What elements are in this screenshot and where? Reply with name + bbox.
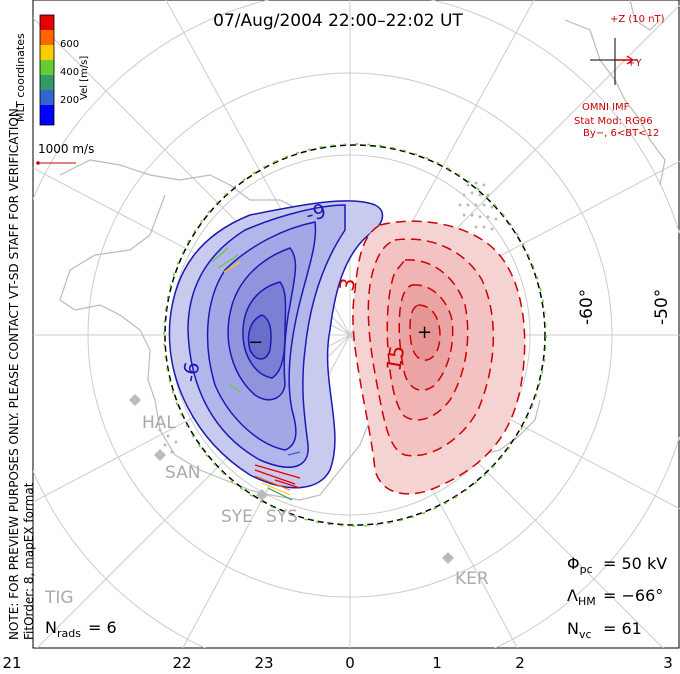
station-sye: SYE — [221, 507, 253, 527]
station-hal: HAL — [142, 413, 176, 433]
neg-contour-6 — [247, 314, 272, 360]
lambda-hm-value: = −66° — [603, 586, 663, 605]
imf-stat-mod: Stat Mod: RG96 — [574, 116, 653, 127]
map-title: 07/Aug/2004 22:00–22:02 UT — [213, 11, 463, 31]
vector-scale-label: 1000 m/s — [38, 142, 94, 156]
island-ne — [629, 0, 661, 31]
station-ker: KER — [455, 569, 489, 589]
station-labels: HAL SAN SYE SYS KER TIG — [44, 413, 489, 608]
station-markers — [129, 181, 498, 564]
pos-label-3: 3 — [334, 276, 360, 293]
pos-max-marker: + — [417, 322, 432, 343]
ker-marker — [442, 552, 454, 564]
coastline-north — [59, 159, 321, 216]
mlt-3: 3 — [663, 654, 673, 672]
fit-stats: Nrads = 6 Φpc = 50 kV ΛHM = −66° Nvc = 6… — [45, 554, 667, 641]
hm-boundary-green — [163, 143, 547, 527]
coords-label: MLT coordinates — [14, 33, 27, 122]
hm-boundary — [164, 144, 546, 526]
mlt-22: 22 — [172, 654, 191, 672]
fitorder-label: FitOrder: 8, mapEX format — [22, 482, 36, 640]
preview-note: NOTE: FOR PREVIEW PURPOSES ONLY. PLEASE … — [7, 104, 21, 640]
san-marker — [154, 449, 166, 461]
mlt-axis: 21 22 23 0 1 2 3 — [2, 654, 672, 672]
velocity-vectors — [211, 247, 301, 501]
scale-tick-200: 200 — [60, 95, 79, 106]
scale-label: Vel [m/s] — [79, 56, 90, 100]
mlt-2: 2 — [515, 654, 525, 672]
nrads-value: = 6 — [88, 618, 117, 637]
velocity-scale: 600 400 200 Vel [m/s] MLT coordinates — [14, 14, 90, 126]
station-sys: SYS — [266, 507, 298, 527]
lat-label-60: -60° — [577, 289, 597, 325]
imf-clock: +Z (10 nT) +Y OMNI IMF Stat Mod: RG96 By… — [574, 14, 665, 139]
neg-min-marker: − — [248, 332, 263, 353]
contour-labels: -9 -6 − 3 15 + — [177, 198, 432, 383]
lat-label-50: -50° — [652, 289, 672, 325]
potential-contours — [163, 143, 547, 527]
mlt-23: 23 — [254, 654, 273, 672]
phi-pc-value: = 50 kV — [603, 554, 667, 573]
imf-omni: OMNI IMF — [582, 102, 630, 113]
pos-contour-5 — [409, 304, 441, 361]
imf-bins: By−, 6<BT<12 — [583, 128, 659, 139]
station-san: SAN — [165, 463, 200, 483]
pos-label-15: 15 — [381, 344, 409, 373]
imf-z-label: +Z (10 nT) — [610, 14, 665, 25]
hal-marker — [129, 394, 141, 406]
mlt-0: 0 — [345, 654, 355, 672]
mlt-21: 21 — [2, 654, 21, 672]
station-tig: TIG — [44, 588, 74, 608]
scale-tick-600: 600 — [60, 39, 79, 50]
sys-marker — [256, 489, 268, 501]
nvc-value: = 61 — [603, 619, 642, 638]
imf-y-label: +Y — [627, 58, 642, 69]
mlt-1: 1 — [432, 654, 442, 672]
island-coast — [564, 19, 666, 186]
scale-tick-400: 400 — [60, 67, 79, 78]
neg-label-6: -6 — [177, 360, 204, 384]
